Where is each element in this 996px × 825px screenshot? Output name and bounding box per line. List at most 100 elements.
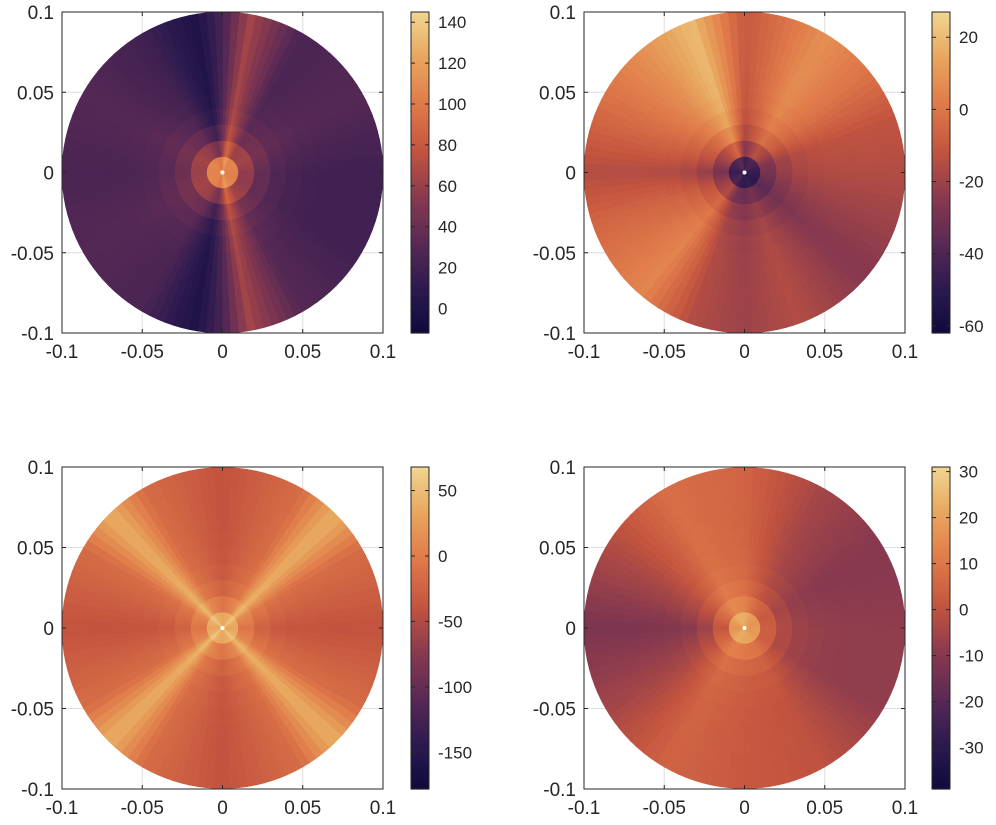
- heatmap-cell: [222, 91, 228, 109]
- heatmap-cell: [615, 158, 634, 167]
- heatmap-cell: [366, 163, 384, 173]
- x-tick-label: -0.1: [568, 342, 601, 363]
- heatmap-cell: [214, 755, 223, 773]
- subplot-4: -0.1 -0.05 0 0.05 0.1-0.1-0.0500.050.1-30-20…: [533, 458, 984, 819]
- heatmap-cell: [222, 75, 228, 93]
- x-tick-label: 0.1: [892, 342, 918, 363]
- heatmap-cell: [744, 43, 752, 61]
- heatmap-cell: [856, 172, 874, 180]
- heatmap-cell: [222, 755, 231, 773]
- colorbar-tick-label: 0: [438, 547, 447, 566]
- colorbar-tick-label: -100: [438, 678, 472, 697]
- heatmap-cell: [222, 300, 231, 318]
- heatmap-cell: [663, 623, 681, 629]
- colorbar-tick-label: 80: [438, 136, 457, 155]
- heatmap-cell: [744, 107, 749, 125]
- y-tick-label: 0.05: [539, 83, 576, 104]
- heatmap-cell: [222, 11, 232, 29]
- heatmap-cell: [366, 627, 384, 637]
- heatmap-cell: [229, 11, 240, 30]
- heatmap-cell: [744, 563, 749, 581]
- colorbar-tick-label: 20: [959, 28, 978, 47]
- heatmap-cell: [349, 634, 368, 644]
- heatmap-cell: [93, 614, 112, 623]
- heatmap-cell: [599, 164, 617, 173]
- y-tick-label: -0.05: [11, 700, 54, 721]
- heatmap-cell: [888, 163, 906, 173]
- heatmap-cell: [208, 283, 217, 302]
- heatmap-cell: [217, 236, 223, 254]
- heatmap-cell: [217, 707, 223, 725]
- colorbar-tick-label: 120: [438, 54, 466, 73]
- heatmap-cell: [840, 172, 858, 179]
- subplot-2: -0.1 -0.05 0 0.05 0.1-0.1-0.0500.050.1-60-40…: [533, 3, 984, 363]
- colorbar-tick-label: 60: [438, 177, 457, 196]
- heatmap-cell: [61, 610, 80, 621]
- heatmap-cell: [215, 739, 223, 757]
- heatmap-cell: [349, 178, 368, 188]
- heatmap-cell: [222, 515, 229, 533]
- heatmap-cell: [77, 172, 95, 181]
- heatmap-cell: [735, 11, 745, 29]
- heatmap-cell: [872, 164, 890, 173]
- x-tick-label: 0.05: [284, 342, 321, 363]
- heatmap-cell: [744, 316, 754, 334]
- heatmap-cell: [207, 755, 217, 773]
- heatmap-cell: [599, 172, 617, 181]
- heatmap-cell: [739, 252, 745, 270]
- heatmap-cell: [744, 300, 753, 318]
- heatmap-cell: [855, 178, 874, 187]
- heatmap-cell: [61, 619, 79, 629]
- heatmap-cell: [350, 620, 368, 629]
- heatmap-cell: [751, 11, 762, 30]
- heatmap-cell: [744, 75, 750, 93]
- heatmap-cell: [222, 483, 231, 501]
- heatmap-cell: [228, 27, 238, 46]
- heatmap-cell: [222, 771, 232, 789]
- subplot-3: -0.1 -0.05 0 0.05 0.1-0.1-0.0500.050.1-150-1…: [11, 458, 472, 819]
- heatmap-cell: [679, 168, 697, 173]
- heatmap-cell: [222, 547, 228, 565]
- colorbar-tick-label: -50: [438, 612, 463, 631]
- heatmap-cell: [61, 163, 79, 173]
- heatmap-cell: [77, 157, 96, 167]
- heatmap-cell: [631, 621, 649, 629]
- heatmap-cell: [205, 315, 216, 334]
- colorbar-tick-label: -150: [438, 743, 472, 762]
- heatmap-cell: [302, 627, 320, 634]
- heatmap-cell: [222, 467, 232, 485]
- heatmap-cell: [125, 167, 143, 173]
- x-tick-label: 0: [217, 798, 228, 819]
- heatmap-cell: [286, 172, 304, 178]
- colorbar-tick-label: 0: [438, 299, 447, 318]
- heatmap-cell: [727, 315, 738, 334]
- x-tick-label: -0.05: [121, 798, 164, 819]
- heatmap-cell: [729, 299, 739, 318]
- y-tick-label: -0.05: [533, 244, 576, 265]
- heatmap-cell: [730, 283, 739, 302]
- heatmap-cell: [228, 499, 237, 517]
- heatmap-cell: [214, 27, 223, 45]
- y-tick-label: -0.1: [21, 324, 54, 345]
- heatmap-cell: [647, 167, 665, 173]
- heatmap-cell: [286, 627, 304, 633]
- colorbar-tick-label: 40: [438, 218, 457, 237]
- heatmap-cell: [157, 624, 175, 629]
- heatmap-cell: [270, 627, 288, 632]
- heatmap-cell: [872, 172, 890, 181]
- heatmap-cell: [744, 59, 751, 77]
- y-tick-label: 0: [565, 164, 576, 185]
- center-point: [220, 170, 225, 175]
- x-tick-label: 0: [739, 342, 750, 363]
- heatmap-cell: [744, 547, 750, 565]
- heatmap-cell: [736, 300, 745, 318]
- heatmap-cell: [334, 627, 352, 636]
- colorbar-tick-label: -20: [959, 173, 984, 192]
- heatmap-cell: [215, 284, 223, 302]
- heatmap-cell: [93, 165, 111, 173]
- heatmap-cell: [214, 300, 223, 318]
- heatmap-cell: [318, 172, 336, 179]
